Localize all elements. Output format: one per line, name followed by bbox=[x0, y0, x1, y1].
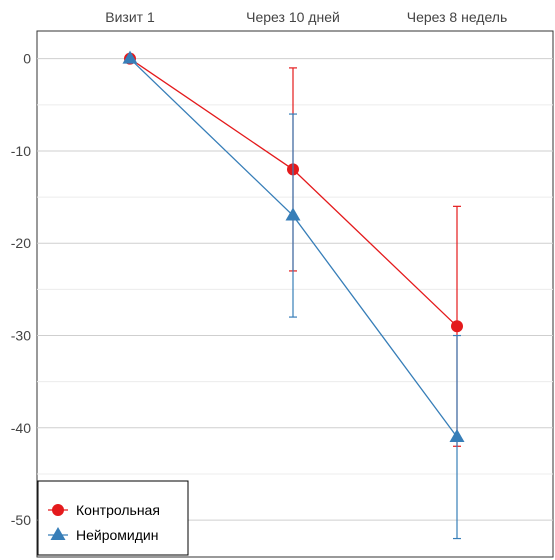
y-tick-label: -50 bbox=[11, 512, 31, 528]
data-point bbox=[285, 207, 301, 221]
y-tick-label: 0 bbox=[23, 51, 31, 67]
series-2 bbox=[122, 50, 465, 540]
legend-marker bbox=[52, 504, 64, 516]
data-point bbox=[451, 320, 463, 333]
y-tick-label: -10 bbox=[11, 143, 31, 159]
legend: Контрольная Нейромидин bbox=[37, 480, 189, 556]
legend-box bbox=[37, 480, 189, 556]
plot-panel bbox=[36, 30, 554, 558]
y-tick-label: -30 bbox=[11, 328, 31, 344]
y-tick-labels: 0 -10 -20 -30 -40 -50 bbox=[11, 51, 31, 528]
legend-label: Контрольная bbox=[76, 502, 160, 518]
x-tick-label: Через 8 недель bbox=[407, 9, 508, 25]
legend-label: Нейромидин bbox=[76, 527, 158, 543]
y-tick-label: -40 bbox=[11, 420, 31, 436]
data-point bbox=[449, 429, 465, 443]
legend-item: Нейромидин bbox=[48, 527, 158, 543]
x-tick-label: Через 10 дней bbox=[246, 9, 340, 25]
data-point bbox=[122, 50, 138, 64]
legend-item: Контрольная bbox=[48, 502, 160, 518]
x-tick-label: Визит 1 bbox=[105, 9, 155, 25]
y-tick-label: -20 bbox=[11, 235, 31, 251]
legend-marker bbox=[50, 527, 66, 540]
x-tick-labels: Визит 1 Через 10 дней Через 8 недель bbox=[105, 9, 507, 25]
series-layer bbox=[122, 50, 465, 540]
